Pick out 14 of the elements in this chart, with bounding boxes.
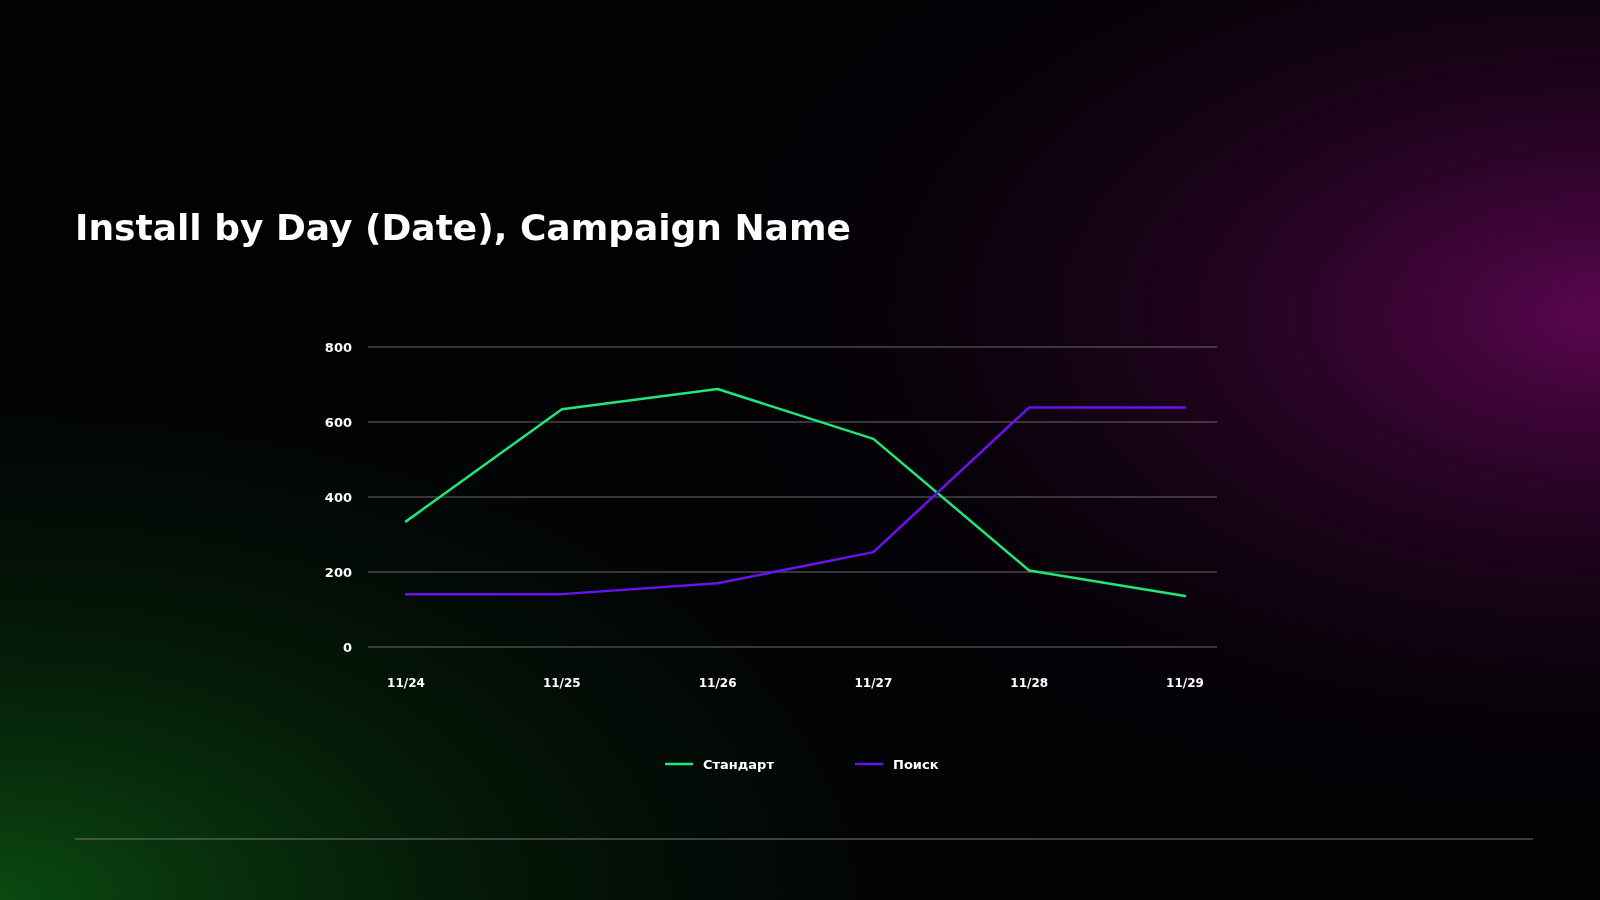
y-tick-label: 0 [342,639,352,655]
chart-title: Install by Day (Date), Campaign Name [75,207,851,248]
x-tick-label: 11/29 [1166,676,1204,690]
x-tick-label: 11/26 [698,676,737,690]
x-tick-label: 11/25 [542,676,581,690]
y-tick-label: 400 [324,489,352,505]
legend-label: Стандарт [703,756,775,772]
x-tick-label: 11/24 [387,676,425,690]
y-tick-label: 800 [324,339,352,355]
legend-label: Поиск [893,756,939,772]
y-tick-label: 600 [324,414,352,430]
x-tick-label: 11/28 [1010,676,1049,690]
x-tick-label: 11/27 [854,676,893,690]
y-tick-label: 200 [324,564,352,580]
